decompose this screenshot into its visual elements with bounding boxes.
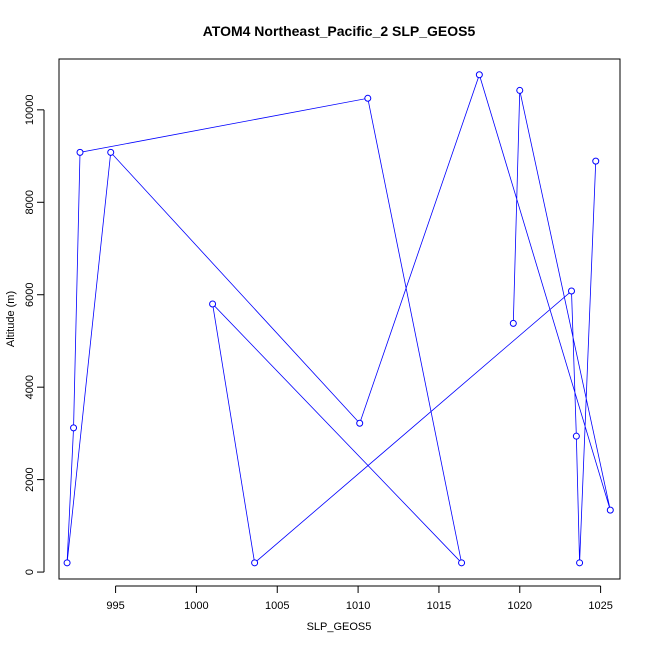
x-tick-label: 1020 <box>508 600 532 612</box>
data-point <box>76 148 84 156</box>
y-tick-label: 8000 <box>24 190 36 214</box>
y-tick-label: 4000 <box>24 375 36 399</box>
data-point <box>107 148 115 156</box>
data-point <box>509 319 517 327</box>
data-point <box>70 424 78 432</box>
y-tick-label: 2000 <box>24 467 36 491</box>
data-point <box>458 559 466 567</box>
chart-title: ATOM4 Northeast_Pacific_2 SLP_GEOS5 <box>203 23 476 39</box>
data-point <box>576 559 584 567</box>
data-point <box>516 86 524 94</box>
data-point <box>567 287 575 295</box>
data-point <box>475 71 483 79</box>
series-line <box>66 73 611 565</box>
y-tick-label: 6000 <box>24 282 36 306</box>
x-tick-label: 1025 <box>588 600 612 612</box>
data-point <box>63 559 71 567</box>
x-tick-label: 1005 <box>265 600 289 612</box>
x-tick-label: 995 <box>106 600 124 612</box>
data-point <box>251 559 259 567</box>
x-tick-label: 1015 <box>427 600 451 612</box>
y-tick-label: 10000 <box>24 95 36 126</box>
data-point <box>606 506 614 514</box>
data-point <box>364 94 372 102</box>
x-axis-label: SLP_GEOS5 <box>307 621 372 633</box>
data-point <box>356 419 364 427</box>
y-tick-label: 0 <box>24 569 36 575</box>
data-point <box>572 432 580 440</box>
plot-frame <box>58 58 621 580</box>
x-axis: 995 1000 1005 1010 1015 1020 1025 <box>106 585 613 612</box>
data-point <box>209 300 217 308</box>
series-layer <box>63 71 614 567</box>
y-axis-label: Altitude (m) <box>5 291 17 347</box>
data-point <box>592 157 600 165</box>
y-axis: 0 2000 4000 6000 8000 10000 <box>24 95 45 575</box>
x-tick-label: 1000 <box>184 600 208 612</box>
x-tick-label: 1010 <box>346 600 370 612</box>
